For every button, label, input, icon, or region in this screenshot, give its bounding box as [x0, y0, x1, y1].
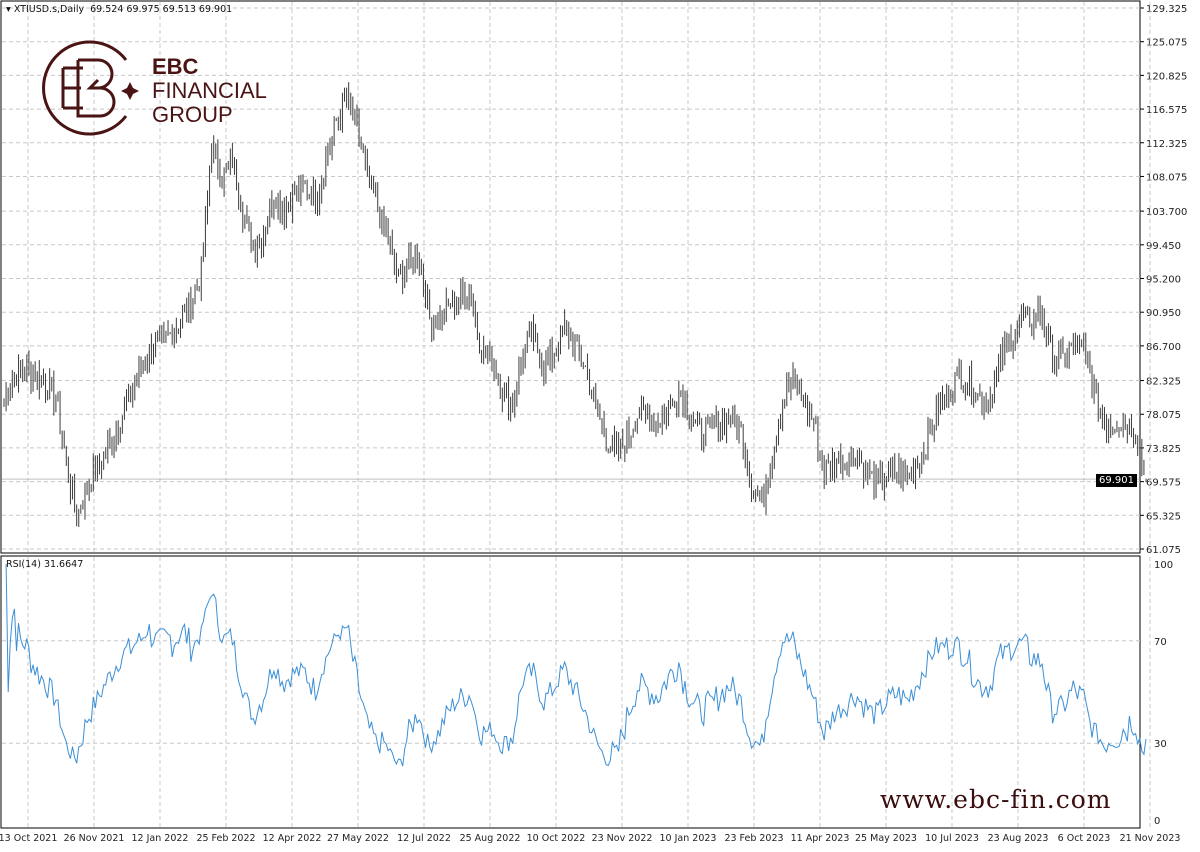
price-tick-label: 120.825	[1146, 71, 1187, 82]
rsi-tick-label: 100	[1154, 560, 1173, 571]
rsi-label: RSI(14) 31.6647	[6, 559, 84, 570]
rsi-tick-label: 30	[1154, 739, 1167, 750]
x-tick-label: 6 Oct 2023	[1058, 833, 1111, 844]
ebc-logo: EBC FINANCIAL GROUP	[38, 38, 278, 141]
x-tick-label: 10 Jan 2023	[660, 833, 717, 844]
x-tick-label: 12 Jul 2022	[397, 833, 451, 844]
ohlc-values: 69.524 69.975 69.513 69.901	[90, 4, 233, 15]
rsi-line	[5, 563, 1147, 767]
collapse-triangle-icon[interactable]: ▾	[6, 4, 11, 15]
price-tick-label: 90.950	[1146, 308, 1181, 319]
price-panel-frame	[0, 0, 1141, 554]
x-tick-label: 27 May 2022	[327, 833, 389, 844]
price-tick-label: 69.575	[1146, 478, 1181, 489]
ebc-logo-mark-icon: EBC FINANCIAL GROUP	[42, 40, 267, 136]
rsi-tick-label: 70	[1154, 637, 1167, 648]
price-tick-label: 108.075	[1146, 172, 1187, 183]
price-tick-label: 95.200	[1146, 275, 1181, 286]
price-tick-label: 86.700	[1146, 342, 1181, 353]
x-tick-label: 26 Nov 2021	[64, 833, 125, 844]
x-tick-label: 11 Apr 2023	[791, 833, 850, 844]
logo-line3: GROUP	[152, 102, 233, 127]
x-tick-label: 25 Feb 2022	[196, 833, 255, 844]
x-tick-label: 25 Aug 2022	[460, 833, 521, 844]
symbol-label: XTIUSD.s,Daily	[13, 4, 85, 15]
x-tick-label: 12 Jan 2022	[132, 833, 189, 844]
price-tick-label: 125.075	[1146, 38, 1187, 49]
logo-line2: FINANCIAL	[152, 78, 267, 103]
logo-line1: EBC	[152, 54, 199, 79]
price-tick-label: 129.325	[1146, 4, 1187, 15]
price-tick-label: 116.575	[1146, 105, 1187, 116]
watermark-url: www.ebc-fin.com	[880, 785, 1112, 814]
symbol-header[interactable]: ▾ XTIUSD.s,Daily 69.524 69.975 69.513 69…	[6, 4, 232, 15]
x-tick-label: 25 May 2023	[855, 833, 917, 844]
x-tick-label: 21 Nov 2023	[1120, 833, 1181, 844]
x-tick-label: 23 Feb 2023	[724, 833, 783, 844]
price-tick-label: 112.325	[1146, 139, 1187, 150]
price-tick-label: 82.325	[1146, 377, 1181, 388]
x-tick-label: 13 Oct 2021	[0, 833, 57, 844]
rsi-tick-label: 0	[1154, 816, 1160, 827]
price-tick-label: 65.325	[1146, 511, 1181, 522]
x-tick-label: 10 Oct 2022	[527, 833, 586, 844]
x-tick-label: 23 Aug 2023	[988, 833, 1049, 844]
price-tick-label: 99.450	[1146, 241, 1181, 252]
price-tick-label: 103.700	[1146, 207, 1187, 218]
current-price-tag: 69.901	[1096, 474, 1137, 487]
price-tick-label: 73.825	[1146, 444, 1181, 455]
price-tick-label: 61.075	[1146, 545, 1181, 556]
price-tick-label: 78.075	[1146, 410, 1181, 421]
rsi-panel-frame	[0, 555, 1141, 829]
x-tick-label: 12 Apr 2022	[263, 833, 322, 844]
x-tick-label: 10 Jul 2023	[925, 833, 979, 844]
x-tick-label: 23 Nov 2022	[592, 833, 653, 844]
